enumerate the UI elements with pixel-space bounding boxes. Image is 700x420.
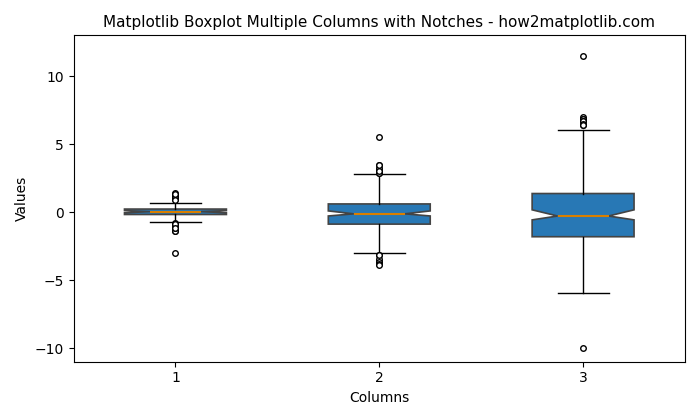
Title: Matplotlib Boxplot Multiple Columns with Notches - how2matplotlib.com: Matplotlib Boxplot Multiple Columns with… bbox=[104, 15, 655, 30]
PathPatch shape bbox=[125, 209, 226, 215]
X-axis label: Columns: Columns bbox=[349, 391, 410, 405]
PathPatch shape bbox=[532, 194, 634, 237]
Y-axis label: Values: Values bbox=[15, 176, 29, 221]
PathPatch shape bbox=[328, 204, 430, 224]
